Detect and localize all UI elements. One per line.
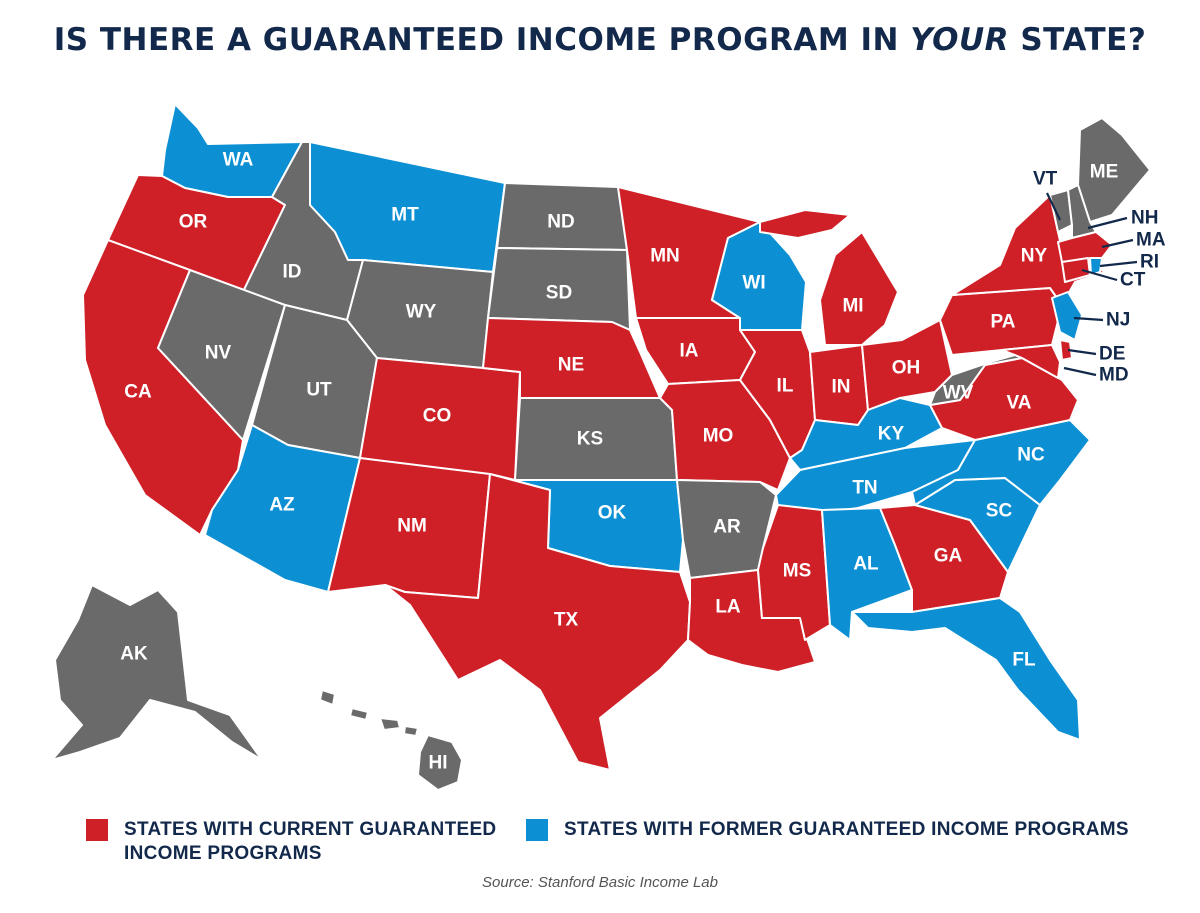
state-tx[interactable] [384,473,691,771]
label-hi: HI [429,753,448,774]
leader-nh [1087,216,1128,230]
label-mo: MO [703,426,734,447]
leader-md [1063,366,1097,377]
legend-label-former: STATES WITH FORMER GUARANTEED INCOME PRO… [564,819,1129,840]
page-title: IS THERE A GUARANTEED INCOME PROGRAM IN … [0,22,1200,58]
label-ne: NE [558,355,584,376]
label-nj: NJ [1106,310,1130,331]
label-wv: WV [943,383,974,404]
state-nj[interactable] [1051,291,1083,341]
label-md: MD [1099,365,1129,386]
label-sd: SD [546,283,572,304]
legend-swatch-former [526,819,548,841]
label-la: LA [715,597,741,618]
leader-ct [1081,268,1118,282]
label-me: ME [1090,162,1119,183]
label-wa: WA [223,150,254,171]
label-id: ID [283,262,302,283]
legend-label-current: STATES WITH CURRENT GUARANTEED INCOME PR… [124,819,497,864]
state-az[interactable] [204,424,361,593]
label-tn: TN [852,478,877,499]
source-credit: Source: Stanford Basic Income Lab [482,874,718,891]
label-ri: RI [1140,252,1159,273]
label-fl: FL [1012,650,1036,671]
legend-former: STATES WITH FORMER GUARANTEED INCOME PRO… [526,818,1129,842]
label-sc: SC [986,501,1013,522]
title-main: IS THERE A GUARANTEED INCOME PROGRAM IN [53,22,911,58]
label-tx: TX [554,610,579,631]
label-vt: VT [1033,169,1058,190]
state-mi[interactable] [759,209,899,346]
state-fl[interactable] [851,597,1081,741]
label-or: OR [179,212,208,233]
leader-ri [1099,260,1138,268]
leader-lines [1046,192,1138,377]
label-ok: OK [598,503,627,524]
label-nd: ND [547,212,574,233]
label-de: DE [1099,344,1125,365]
label-nv: NV [205,343,232,364]
label-ky: KY [878,424,905,445]
label-nm: NM [397,516,427,537]
leader-vt [1046,192,1061,221]
state-md[interactable] [1001,344,1061,379]
label-nc: NC [1017,445,1045,466]
label-al: AL [853,554,879,575]
state-nv[interactable] [157,269,286,441]
state-ak[interactable] [51,584,263,761]
label-ca: CA [124,382,152,403]
state-nc[interactable] [911,419,1091,506]
label-mt: MT [391,205,419,226]
title-end: STATE? [1009,22,1147,58]
title-emphasis: YOUR [910,22,1010,58]
leader-ma [1101,238,1134,249]
state-wi[interactable] [711,221,807,331]
label-in: IN [832,377,851,398]
state-ri[interactable] [1089,257,1103,276]
label-wy: WY [406,302,437,323]
label-ar: AR [713,517,741,538]
state-hi[interactable] [319,689,463,791]
label-mn: MN [650,246,680,267]
label-ga: GA [934,546,963,567]
label-ma: MA [1136,230,1166,251]
label-ut: UT [306,380,332,401]
state-de[interactable] [1059,339,1073,361]
label-il: IL [777,376,794,397]
label-mi: MI [842,296,863,317]
label-ms: MS [783,561,812,582]
label-nh: NH [1131,208,1158,229]
label-ak: AK [120,644,148,665]
label-wi: WI [742,273,765,294]
label-pa: PA [991,312,1016,333]
label-az: AZ [269,495,295,516]
label-ks: KS [577,429,603,450]
label-ct: CT [1120,270,1146,291]
label-ia: IA [680,341,699,362]
leader-nj [1073,316,1104,322]
legend-current: STATES WITH CURRENT GUARANTEED INCOME PR… [86,818,524,866]
label-co: CO [423,406,452,427]
label-oh: OH [892,358,921,379]
leader-de [1067,348,1097,356]
label-ny: NY [1021,246,1048,267]
legend-swatch-current [86,819,108,841]
label-va: VA [1007,393,1032,414]
